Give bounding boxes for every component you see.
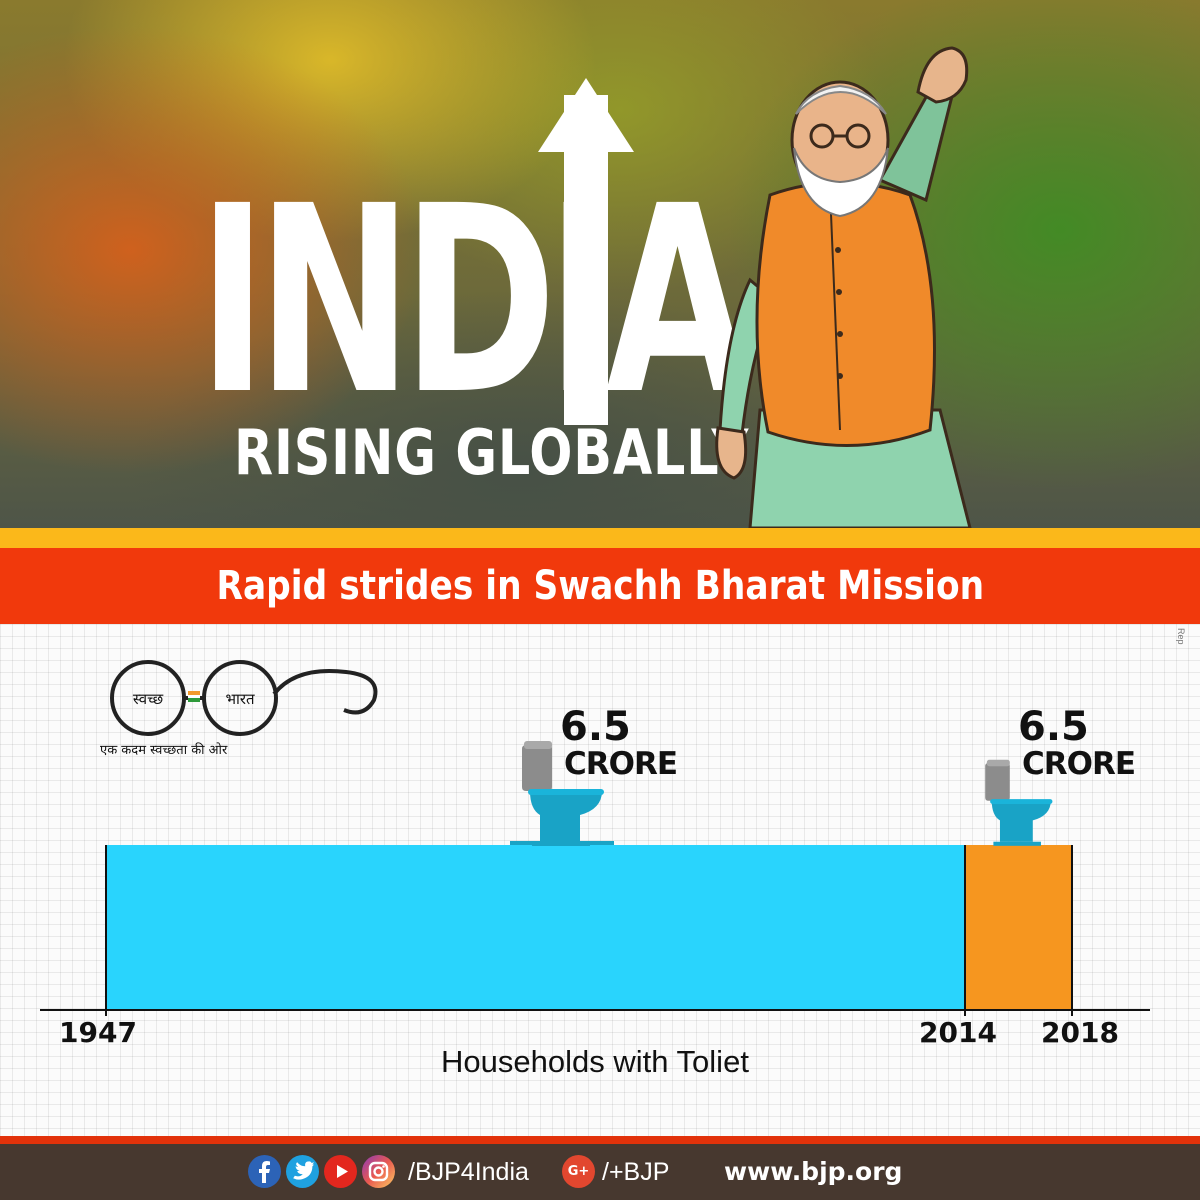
hero-subtitle: RISING GLOBALLY bbox=[234, 416, 750, 489]
headline-text: Rapid strides in Swachh Bharat Mission bbox=[216, 563, 984, 609]
tick-label-2014: 2014 bbox=[919, 1016, 997, 1049]
footer-website-link[interactable]: www.bjp.org bbox=[724, 1157, 903, 1186]
hero-banner: INDIA RISING GLOBALLY bbox=[0, 0, 1200, 528]
google-plus-icon[interactable]: G+ bbox=[562, 1155, 595, 1188]
bar-2014-2018 bbox=[965, 845, 1072, 1010]
instagram-icon[interactable] bbox=[362, 1155, 395, 1188]
swachh-bharat-logo: स्वच्छ भारत एक कदम स्वच्छता की ओर bbox=[100, 660, 378, 758]
x-axis-label: Households with Toliet bbox=[0, 1044, 1190, 1080]
footer-bar bbox=[0, 1144, 1200, 1200]
unit-label: CRORE bbox=[564, 746, 677, 782]
rising-arrow-icon bbox=[538, 78, 634, 425]
toilet-icons bbox=[510, 741, 1053, 846]
toilet-base bbox=[510, 841, 614, 845]
twitter-icon[interactable] bbox=[286, 1155, 319, 1188]
youtube-icon[interactable] bbox=[324, 1155, 357, 1188]
unit-label: CRORE bbox=[1022, 746, 1135, 782]
footer-accent-band bbox=[0, 1136, 1200, 1144]
tick-label-2018: 2018 bbox=[1041, 1016, 1119, 1049]
footer-handle[interactable]: /BJP4India bbox=[408, 1158, 529, 1186]
logo-tagline: एक कदम स्वच्छता की ओर bbox=[100, 742, 228, 758]
tick-label-1947: 1947 bbox=[59, 1016, 137, 1049]
logo-left-text: स्वच्छ bbox=[133, 690, 164, 708]
chart-bars bbox=[106, 845, 1072, 1010]
bar-1947-2014 bbox=[106, 845, 965, 1010]
accent-band-yellow bbox=[0, 528, 1200, 548]
google-plus-icon-text: G+ bbox=[567, 1164, 590, 1179]
logo-right-text: भारत bbox=[225, 690, 255, 708]
value-label: 6.5 bbox=[1018, 704, 1089, 750]
value-label: 6.5 bbox=[560, 704, 631, 750]
x-axis-label-text: Households with Toliet bbox=[441, 1044, 749, 1079]
headline-banner: Rapid strides in Swachh Bharat Mission bbox=[0, 548, 1200, 624]
leader-figure-illustration bbox=[715, 46, 972, 528]
footer-gplus-handle[interactable]: /+BJP bbox=[602, 1158, 670, 1186]
x-ticks: 1947 2014 2018 bbox=[40, 845, 1150, 1049]
facebook-icon[interactable] bbox=[248, 1155, 281, 1188]
